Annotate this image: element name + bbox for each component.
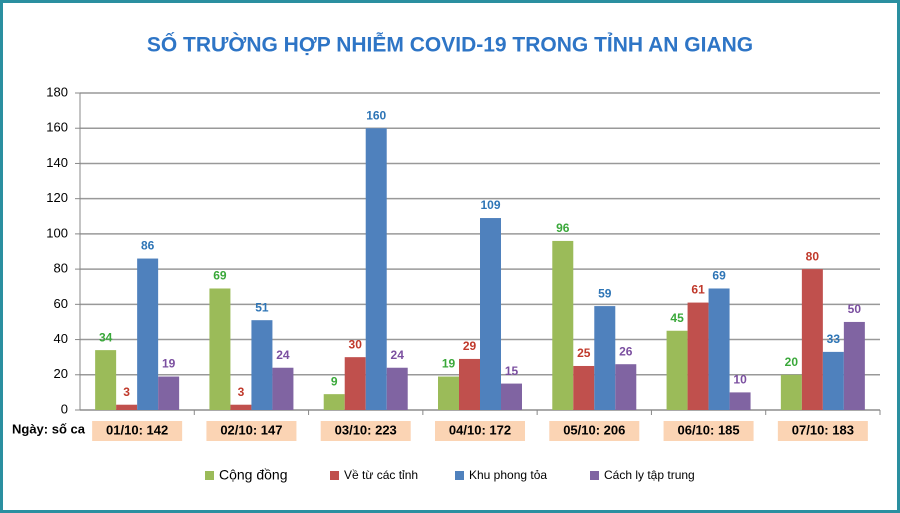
value-label: 45	[670, 311, 684, 325]
value-label: 50	[848, 302, 862, 316]
value-label: 19	[442, 357, 456, 371]
value-label: 3	[238, 385, 245, 399]
category-box	[92, 421, 183, 441]
y-tick-label: 140	[46, 155, 68, 170]
bar	[323, 394, 345, 410]
y-tick-label: 0	[61, 401, 68, 416]
bar	[552, 240, 574, 410]
y-tick-label: 80	[54, 261, 68, 276]
x-tick-label: 03/10: 223	[335, 422, 397, 437]
bar	[158, 376, 180, 410]
x-axis-label: Ngày: số ca	[12, 421, 86, 436]
category-box	[206, 421, 297, 441]
bar	[480, 218, 501, 410]
bar	[687, 302, 709, 410]
bar	[386, 367, 408, 410]
x-tick-label: 01/10: 142	[106, 422, 168, 437]
x-tick-label: 05/10: 206	[563, 422, 625, 437]
value-label: 9	[331, 374, 338, 388]
value-label: 10	[733, 373, 747, 387]
value-label: 51	[255, 300, 269, 314]
value-label: 29	[463, 339, 477, 353]
category-box	[777, 421, 868, 441]
bar	[209, 288, 231, 410]
bar	[594, 306, 616, 410]
bar	[708, 288, 730, 410]
bar	[365, 128, 387, 410]
value-label: 19	[162, 357, 176, 371]
x-tick-label: 04/10: 172	[449, 422, 511, 437]
value-label: 30	[349, 337, 363, 351]
bar	[251, 320, 273, 410]
bar	[344, 357, 366, 410]
bar	[116, 404, 138, 410]
category-box	[435, 421, 525, 441]
bar	[501, 383, 522, 410]
bar	[666, 330, 688, 410]
bar	[843, 321, 865, 410]
bar	[573, 365, 595, 410]
value-label: 24	[276, 348, 290, 362]
value-label: 25	[577, 346, 591, 360]
bar	[822, 351, 844, 410]
y-tick-label: 20	[54, 366, 68, 381]
category-box	[663, 421, 754, 441]
y-tick-label: 180	[46, 84, 68, 99]
value-label: 86	[141, 239, 155, 253]
x-tick-label: 02/10: 147	[220, 422, 282, 437]
bar	[272, 367, 294, 410]
chart-title: SỐ TRƯỜNG HỢP NHIỄM COVID-19 TRONG TỈNH …	[147, 33, 753, 57]
value-label: 26	[619, 344, 633, 358]
value-label: 160	[366, 108, 386, 122]
category-box	[549, 421, 640, 441]
bar	[729, 392, 751, 410]
value-label: 69	[712, 269, 726, 283]
legend-swatch	[205, 471, 214, 480]
value-label: 109	[480, 198, 500, 212]
bar	[438, 376, 459, 410]
value-label: 15	[505, 364, 519, 378]
legend-label: Cộng đồng	[219, 467, 288, 483]
value-label: 33	[827, 332, 841, 346]
legend-label: Cách ly tập trung	[604, 468, 695, 482]
bar	[459, 358, 480, 410]
y-tick-label: 120	[46, 190, 68, 205]
value-label: 34	[99, 330, 113, 344]
bar	[95, 350, 117, 410]
legend-swatch	[455, 471, 464, 480]
bar	[615, 364, 637, 410]
y-tick-label: 40	[54, 331, 68, 346]
y-tick-label: 160	[46, 120, 68, 135]
y-tick-label: 100	[46, 225, 68, 240]
y-tick-label: 60	[54, 296, 68, 311]
bar	[137, 258, 159, 410]
x-tick-label: 06/10: 185	[677, 422, 739, 437]
value-label: 3	[123, 385, 130, 399]
bar	[230, 404, 252, 410]
value-label: 20	[785, 355, 799, 369]
bar	[780, 374, 802, 410]
value-label: 69	[213, 269, 227, 283]
value-label: 80	[806, 249, 820, 263]
legend-swatch	[590, 471, 599, 480]
value-label: 96	[556, 221, 570, 235]
legend-label: Khu phong tỏa	[469, 468, 547, 482]
category-box	[320, 421, 411, 441]
legend-swatch	[330, 471, 339, 480]
value-label: 59	[598, 286, 612, 300]
value-label: 61	[691, 283, 705, 297]
legend-label: Về từ các tỉnh	[344, 468, 418, 482]
bar	[801, 269, 823, 410]
value-label: 24	[391, 348, 405, 362]
x-tick-label: 07/10: 183	[792, 422, 854, 437]
